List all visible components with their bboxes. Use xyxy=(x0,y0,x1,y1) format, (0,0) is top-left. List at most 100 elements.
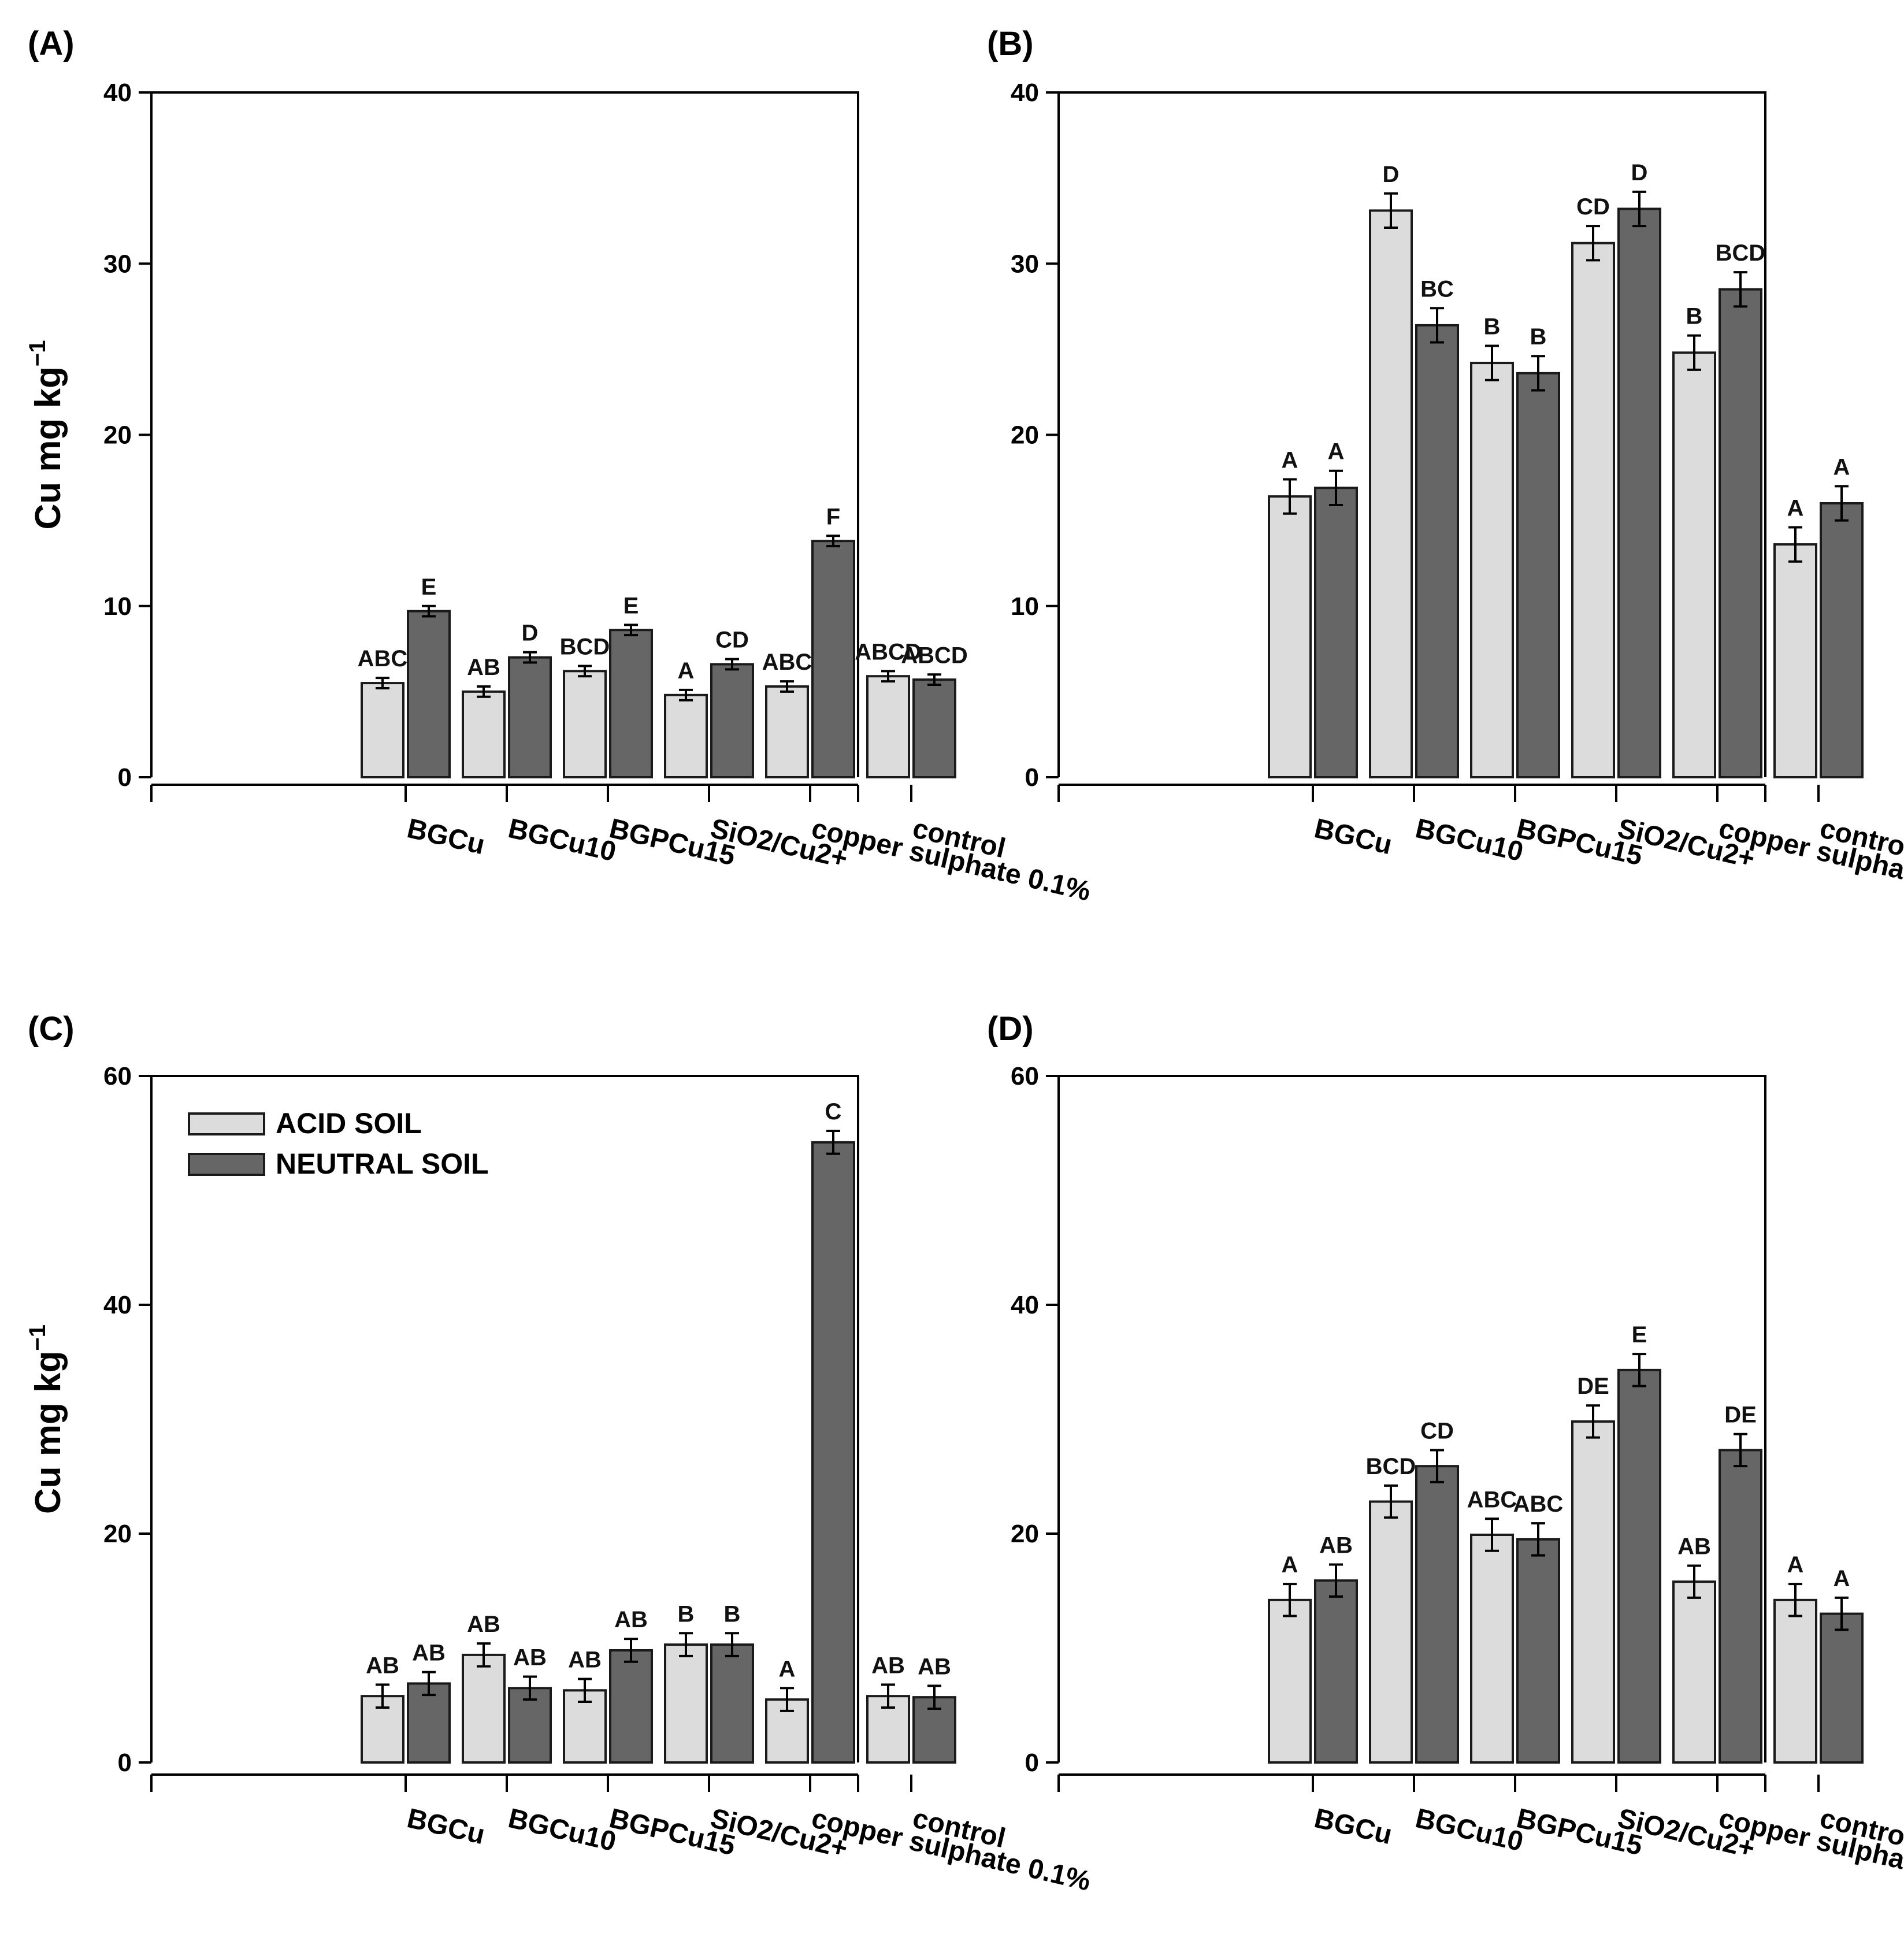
acid-soil-bar xyxy=(1369,209,1413,779)
significance-label: ABCD xyxy=(855,639,922,665)
legend-swatch-neutral xyxy=(188,1153,265,1176)
y-tick-label: 30 xyxy=(103,250,132,278)
neutral-soil-bar xyxy=(1719,288,1762,778)
y-tick-label: 20 xyxy=(103,1520,132,1548)
significance-label: DE xyxy=(1577,1374,1609,1399)
legend-label: ACID SOIL xyxy=(276,1107,422,1140)
neutral-soil-bar xyxy=(811,540,855,778)
acid-soil-bar xyxy=(563,670,607,778)
acid-soil-bar xyxy=(361,682,404,778)
y-tick-label: 60 xyxy=(103,1062,132,1090)
y-axis-label: Cu mg kg−1 xyxy=(25,1324,68,1514)
neutral-soil-bar xyxy=(912,678,956,778)
significance-label: AB xyxy=(1319,1532,1353,1558)
acid-soil-bar xyxy=(1672,351,1716,778)
significance-label: AB xyxy=(1677,1534,1711,1559)
y-axis-label-exponent: −1 xyxy=(25,1324,50,1351)
significance-label: AB xyxy=(871,1653,905,1678)
significance-label: D xyxy=(522,621,539,646)
significance-label: A xyxy=(1787,1552,1804,1578)
significance-label: CD xyxy=(715,628,749,653)
acid-soil-bar xyxy=(765,685,809,779)
y-tick-label: 10 xyxy=(103,592,132,621)
significance-label: B xyxy=(1530,324,1547,350)
acid-soil-bar xyxy=(664,693,708,779)
significance-label: AB xyxy=(568,1647,602,1672)
neutral-soil-bar xyxy=(1516,1538,1560,1764)
x-tick-label: BGCu10 xyxy=(506,1803,619,1857)
panel-label: (C) xyxy=(28,1010,75,1048)
legend: ACID SOIL NEUTRAL SOIL xyxy=(188,1107,489,1180)
significance-label: DE xyxy=(1724,1402,1757,1428)
neutral-soil-bar xyxy=(1820,1612,1864,1764)
acid-soil-bar xyxy=(1773,543,1817,778)
y-tick-label: 20 xyxy=(1011,421,1039,450)
significance-label: A xyxy=(1834,454,1850,480)
neutral-soil-bar xyxy=(407,610,451,778)
significance-label: B xyxy=(724,1601,741,1627)
significance-label: AB xyxy=(614,1607,648,1632)
plot-frame xyxy=(1057,1075,1766,1762)
significance-label: ABC xyxy=(762,650,812,675)
acid-soil-bar xyxy=(1571,242,1615,778)
acid-soil-bar xyxy=(462,1653,506,1764)
x-tick-label: BGCu xyxy=(1312,1803,1395,1850)
significance-label: BCD xyxy=(560,634,610,659)
neutral-soil-bar xyxy=(508,1687,552,1764)
y-tick-label: 40 xyxy=(1011,1291,1039,1319)
significance-label: A xyxy=(1787,495,1804,521)
significance-label: A xyxy=(1834,1566,1850,1591)
neutral-soil-bar xyxy=(1820,502,1864,778)
y-tick-label: 40 xyxy=(103,1291,132,1319)
significance-label: A xyxy=(678,658,695,684)
x-tick-label: BGCu10 xyxy=(1413,1803,1526,1857)
acid-soil-bar xyxy=(1470,362,1514,778)
significance-label: D xyxy=(1631,160,1648,185)
panel-label: (A) xyxy=(28,25,75,62)
neutral-soil-bar xyxy=(609,629,653,778)
y-tick-label: 20 xyxy=(1011,1520,1039,1548)
acid-soil-bar xyxy=(1470,1533,1514,1764)
significance-label: F xyxy=(826,504,840,529)
legend-swatch-acid xyxy=(188,1112,265,1135)
acid-soil-bar xyxy=(866,675,910,779)
y-axis-label-exponent: −1 xyxy=(25,340,50,366)
x-tick-label: BGCu xyxy=(404,1803,488,1850)
significance-label: E xyxy=(623,593,639,618)
y-axis-label: Cu mg kg−1 xyxy=(25,340,68,529)
significance-label: AB xyxy=(366,1653,399,1678)
significance-label: AB xyxy=(412,1641,446,1666)
y-tick-label: 60 xyxy=(1011,1062,1039,1090)
acid-soil-bar xyxy=(1773,1598,1817,1764)
y-tick-label: 0 xyxy=(1025,763,1039,792)
y-tick-label: 40 xyxy=(103,79,132,107)
neutral-soil-bar xyxy=(1314,487,1358,779)
significance-label: B xyxy=(678,1601,695,1627)
chart-panel-4: (D)0204060BGCuAABBGCu10BCDCDBGPCu15ABCAB… xyxy=(987,1010,1904,1897)
neutral-soil-bar xyxy=(1719,1449,1762,1764)
neutral-soil-bar xyxy=(710,663,754,778)
neutral-soil-bar xyxy=(609,1649,653,1764)
x-tick-label: BGCu xyxy=(404,813,488,860)
x-tick-label: BGCu10 xyxy=(506,813,619,867)
y-tick-label: 0 xyxy=(118,1749,132,1777)
significance-label: CD xyxy=(1420,1418,1454,1443)
significance-label: BC xyxy=(1420,276,1454,302)
y-tick-label: 0 xyxy=(1025,1749,1039,1777)
acid-soil-bar xyxy=(1672,1580,1716,1764)
significance-label: AB xyxy=(467,655,500,680)
significance-label: D xyxy=(1383,162,1400,187)
significance-label: ABC xyxy=(1513,1491,1564,1517)
chart-panel-1: (A) 0 10 20 30 40 Cu mg kg−1 BGCu ABC E BGCu10 AB DB… xyxy=(25,25,1093,907)
significance-label: ABC xyxy=(1467,1487,1517,1512)
significance-label: BCD xyxy=(1716,240,1766,266)
acid-soil-bar xyxy=(1268,1598,1312,1764)
y-tick-label: 0 xyxy=(118,763,132,792)
x-tick-label: BGCu10 xyxy=(1413,813,1526,867)
significance-label: AB xyxy=(513,1645,547,1671)
neutral-soil-bar xyxy=(1314,1579,1358,1764)
significance-label: E xyxy=(421,574,437,600)
